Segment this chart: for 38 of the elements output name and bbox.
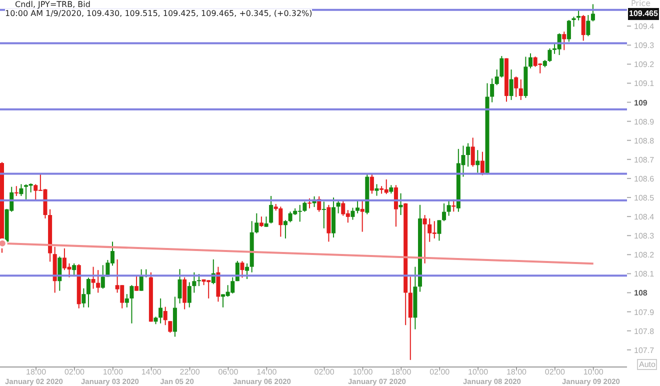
- y-tick-label: 109.3: [634, 41, 655, 50]
- text: Auto: [637, 359, 658, 370]
- y-tick-label: 109.2: [634, 60, 655, 70]
- x-tick-label: 10:00: [102, 368, 124, 377]
- x-tick-label: 14:00: [141, 368, 162, 377]
- y-tick-label: 107.8: [634, 326, 655, 336]
- chart-title: Cndl, JPY=TRB, Bid: [15, 0, 90, 9]
- y-tick-label: 108: [634, 288, 648, 298]
- text: 10:00 AM 1/9/2020, 109.430, 109.515, 109.425, 109.465, +0.345, (+0.32%): [5, 9, 312, 18]
- x-tick-label: 10:00: [352, 368, 374, 377]
- y-tick-label: 108.6: [634, 174, 655, 184]
- y-tick-label: 109: [634, 98, 648, 108]
- x-tick-label: 14:00: [256, 368, 278, 377]
- y-tick-label: 108.9: [634, 117, 655, 126]
- y-tick-label: 108.8: [634, 136, 655, 146]
- y-tick-label: 109.4: [634, 22, 655, 32]
- y-tick-label: 109.1: [634, 79, 655, 88]
- x-tick-label: 18:00: [26, 368, 47, 377]
- y-tick-label: 107.9: [634, 308, 655, 317]
- x-tick-label: 02:00: [430, 368, 450, 377]
- y-tick-label: 108.5: [634, 194, 655, 202]
- x-tick-label: 22:00: [180, 368, 200, 377]
- x-tick-label: 06:00: [218, 368, 239, 377]
- y-tick-label: 108.2: [634, 250, 655, 260]
- text: 109.465: [628, 8, 659, 20]
- x-tick-label: 02:00: [64, 368, 86, 377]
- y-tick-label: 108.3: [634, 232, 655, 241]
- x-tick-label: 10:00: [583, 368, 604, 377]
- y-axis-title: Price: [631, 0, 651, 8]
- x-tick-label: 02:00: [314, 368, 335, 377]
- x-tick-label: 18:00: [391, 368, 412, 377]
- x-tick-label: 18:00: [506, 368, 528, 377]
- y-tick-label: 108.7: [634, 155, 655, 164]
- y-tick-label: 108.4: [634, 212, 655, 222]
- x-tick-label: 02:00: [544, 368, 566, 377]
- x-tick-label: 10:00: [468, 368, 489, 377]
- y-tick-label: 108.1: [634, 270, 655, 279]
- y-tick-label: 107.7: [634, 346, 655, 355]
